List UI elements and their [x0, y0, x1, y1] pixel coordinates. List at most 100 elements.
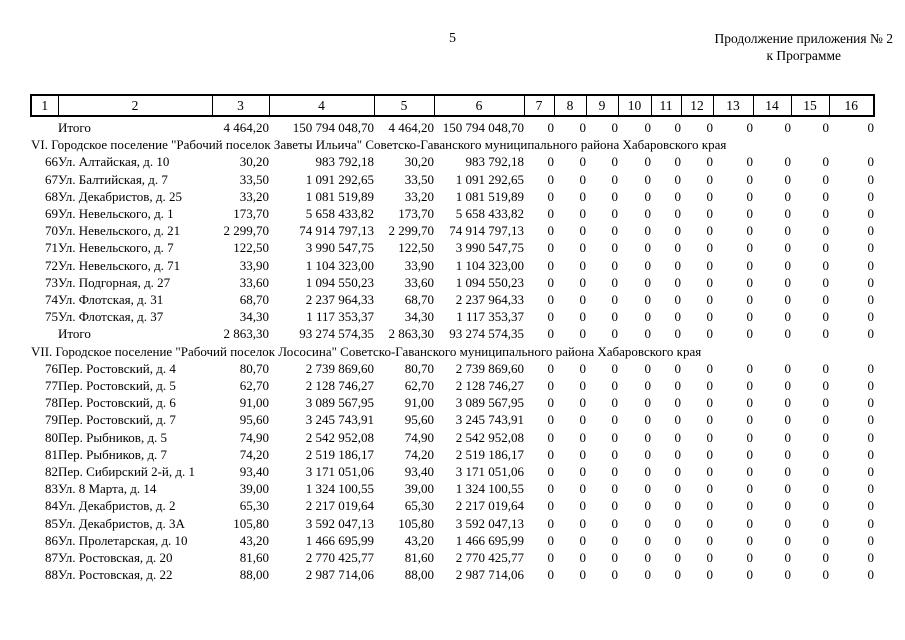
value-cell: 2 987 714,06 [305, 567, 374, 583]
value-cell: 0 [867, 498, 875, 514]
value-cell: 2 128 746,27 [455, 378, 524, 394]
value-cell: 0 [822, 309, 830, 325]
value-cell: 0 [822, 206, 830, 222]
value-cell: 0 [547, 378, 555, 394]
value-cell: 0 [867, 464, 875, 480]
value-cell: 62,70 [404, 378, 434, 394]
value-cell: 1 091 292,65 [305, 171, 374, 187]
value-cell: 983 792,18 [465, 154, 525, 170]
value-cell: 0 [867, 446, 875, 462]
value-cell: 0 [644, 326, 652, 342]
total-label-cell: Итого [58, 326, 91, 342]
value-cell: 43,20 [404, 532, 434, 548]
address-cell: Ул. Ростовская, д. 20 [58, 550, 173, 566]
address-cell: Пер. Рыбников, д. 7 [58, 446, 168, 462]
value-cell: 0 [867, 326, 875, 342]
table-row: 75 Ул. Флотская, д. 37 34,30 1 117 353,37 34… [31, 308, 874, 325]
address-cell: Ул. Флотская, д. 37 [58, 309, 164, 325]
row-number-cell: 79 [45, 412, 58, 428]
value-cell: 2 542 952,08 [455, 429, 524, 445]
value-cell: 68,70 [239, 292, 269, 308]
value-cell: 0 [611, 412, 619, 428]
value-cell: 0 [547, 567, 555, 583]
value-cell: 0 [611, 550, 619, 566]
value-cell: 0 [784, 515, 792, 531]
value-cell: 0 [674, 188, 682, 204]
column-header-cell: 10 [617, 94, 652, 117]
value-cell: 0 [579, 171, 587, 187]
value-cell: 0 [644, 550, 652, 566]
value-cell: 74 914 797,13 [299, 223, 374, 239]
table-row: 80 Пер. Рыбников, д. 5 74,90 2 542 952,08 74… [31, 429, 874, 446]
value-cell: 4 464,20 [223, 120, 270, 135]
value-cell: 0 [706, 120, 714, 135]
value-cell: 0 [644, 188, 652, 204]
appendix-note-line2: к Программе [766, 48, 841, 63]
value-cell: 91,00 [404, 395, 434, 411]
value-cell: 33,60 [404, 274, 434, 290]
value-cell: 0 [706, 240, 714, 256]
table-body: Итого 4 464,20 150 794 048,70 4 464,20 150 7… [31, 116, 874, 583]
value-cell: 2 987 714,06 [455, 567, 524, 583]
value-cell: 34,30 [404, 309, 434, 325]
value-cell: 0 [674, 567, 682, 583]
value-cell: 0 [822, 274, 830, 290]
table-row: 87 Ул. Ростовская, д. 20 81,60 2 770 425,77… [31, 549, 874, 566]
value-cell: 2 519 186,17 [305, 446, 374, 462]
value-cell: 0 [579, 567, 587, 583]
value-cell: 33,50 [404, 171, 434, 187]
value-cell: 2 739 869,60 [305, 360, 374, 376]
value-cell: 0 [822, 532, 830, 548]
value-cell: 122,50 [233, 240, 269, 256]
value-cell: 0 [867, 120, 875, 135]
value-cell: 30,20 [404, 154, 434, 170]
total-row: Итого 2 863,30 93 274 574,35 2 863,30 93 274… [31, 325, 874, 342]
row-number-cell: 77 [45, 378, 58, 394]
value-cell: 1 104 323,00 [455, 257, 524, 273]
value-cell: 0 [784, 498, 792, 514]
value-cell: 0 [746, 515, 754, 531]
value-cell: 0 [867, 481, 875, 497]
row-number-cell: 82 [45, 464, 58, 480]
table-row: 86 Ул. Пролетарская, д. 10 43,20 1 466 695,… [31, 532, 874, 549]
value-cell: 0 [674, 360, 682, 376]
column-header-cell: 9 [585, 94, 619, 117]
value-cell: 0 [611, 188, 619, 204]
address-cell: Ул. Невельского, д. 7 [58, 240, 174, 256]
row-number-cell: 68 [45, 188, 58, 204]
value-cell: 0 [706, 171, 714, 187]
value-cell: 0 [611, 567, 619, 583]
value-cell: 0 [579, 446, 587, 462]
value-cell: 105,80 [398, 515, 434, 531]
value-cell: 1 094 550,23 [455, 274, 524, 290]
value-cell: 0 [644, 154, 652, 170]
column-header-cell: 4 [268, 94, 375, 117]
address-cell: Ул. Декабристов, д. 3А [58, 515, 185, 531]
table-row: 73 Ул. Подгорная, д. 27 33,60 1 094 550,23 3… [31, 274, 874, 291]
value-cell: 0 [746, 223, 754, 239]
value-cell: 3 245 743,91 [305, 412, 374, 428]
row-number-cell: 70 [45, 223, 58, 239]
value-cell: 0 [706, 481, 714, 497]
value-cell: 0 [746, 550, 754, 566]
value-cell: 91,00 [239, 395, 269, 411]
value-cell: 0 [611, 206, 619, 222]
table-row: 85 Ул. Декабристов, д. 3А 105,80 3 592 047,… [31, 515, 874, 532]
value-cell: 0 [867, 412, 875, 428]
value-cell: 0 [784, 446, 792, 462]
column-header-cell: 1 [30, 94, 59, 117]
value-cell: 0 [611, 481, 619, 497]
value-cell: 2 863,30 [223, 326, 270, 342]
row-number-cell: 71 [45, 240, 58, 256]
value-cell: 1 094 550,23 [305, 274, 374, 290]
value-cell: 0 [644, 223, 652, 239]
value-cell: 43,20 [239, 532, 269, 548]
value-cell: 0 [644, 429, 652, 445]
value-cell: 0 [674, 120, 682, 135]
value-cell: 0 [706, 550, 714, 566]
value-cell: 0 [746, 464, 754, 480]
value-cell: 0 [579, 292, 587, 308]
value-cell: 0 [579, 309, 587, 325]
value-cell: 0 [867, 532, 875, 548]
value-cell: 3 592 047,13 [305, 515, 374, 531]
